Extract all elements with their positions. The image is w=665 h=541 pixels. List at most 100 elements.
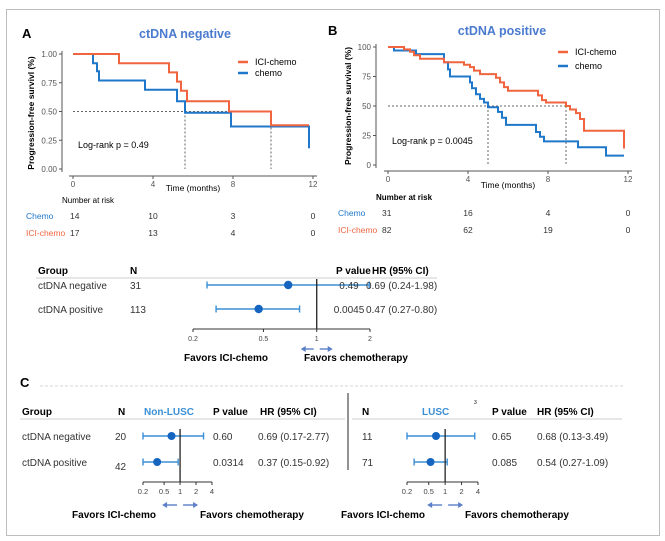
forest-b-xtick-label: 1 — [315, 336, 319, 343]
km-b-risk-label-ici-chemo: ICI-chemo — [338, 225, 377, 235]
km-a-logrank: Log-rank p = 0.49 — [78, 140, 149, 150]
km-a-risk-title: Number at risk — [62, 196, 115, 205]
km-b-title: ctDNA positive — [458, 24, 546, 38]
forest-b-header-n: N — [130, 266, 137, 277]
forest-c2-row-hr: 0.54 (0.27-1.09) — [537, 458, 608, 469]
forest-c2-superscript: 3 — [474, 400, 477, 406]
km-a-xlabel: Time (months) — [166, 183, 221, 193]
forest-b-row-hr: 0.47 (0.27-0.80) — [366, 305, 437, 316]
forest-c2-row-n: 71 — [362, 458, 374, 469]
forest-c2-row-hr: 0.68 (0.13-3.49) — [537, 432, 608, 443]
km-b-xtick-label: 4 — [466, 175, 471, 184]
forest-c2-row-point — [426, 458, 435, 466]
forest-b-row-group: ctDNA positive — [38, 305, 103, 316]
forest-c1-row-n: 20 — [115, 432, 127, 443]
panel-letter-a: A — [22, 26, 32, 41]
km-b-risk-label-chemo: Chemo — [338, 208, 366, 218]
forest-b-xtick-label: 0.5 — [259, 336, 269, 343]
forest-c1-row-hr: 0.69 (0.17-2.77) — [258, 432, 329, 443]
forest-c2-xtick-label: 4 — [476, 487, 480, 496]
forest-c2-row-point — [432, 432, 441, 440]
km-a-xtick-label: 12 — [309, 180, 318, 189]
km-a-ytick-label: 0.00 — [41, 165, 57, 174]
forest-c2-header-n: N — [362, 407, 369, 418]
km-a-legend: ICI-chemo chemo — [238, 57, 297, 78]
km-a-ytick-label: 0.25 — [41, 136, 57, 145]
legend-label-ici-chemo: ICI-chemo — [575, 47, 617, 57]
forest-b-xtick-label: 0.2 — [188, 336, 198, 343]
forest-b-arrow-left-head — [300, 346, 306, 352]
forest-c1-favors-left: Favors ICI-chemo — [72, 510, 156, 521]
legend-label-chemo: chemo — [255, 68, 282, 78]
forest-plot-overall: Group N P value HR (95% CI) ctDNA negati… — [36, 266, 437, 364]
forest-plot-non-lusc: Group N Non-LUSC P value HR (95% CI) ctD… — [20, 407, 345, 521]
forest-b-row-group: ctDNA negative — [38, 281, 107, 292]
km-b-risk-value: 82 — [382, 225, 392, 235]
km-plot-ctdna-positive: ctDNA positive Progression-free survival… — [338, 24, 633, 235]
km-b-xtick-label: 12 — [624, 175, 633, 184]
km-a-xtick-label: 0 — [71, 180, 76, 189]
forest-c1-header-hr: HR (95% CI) — [260, 407, 317, 418]
forest-b-row-p: 0.0045 — [334, 305, 365, 316]
km-a-risk-value: 4 — [231, 228, 236, 238]
km-b-risk-value: 19 — [543, 225, 553, 235]
km-b-ytick-label: 50 — [362, 102, 371, 111]
forest-c1-row-p: 0.60 — [213, 432, 233, 443]
km-b-risk-value: 4 — [546, 208, 551, 218]
forest-c1-xtick-label: 1 — [178, 487, 182, 496]
forest-c1-row-group: ctDNA positive — [22, 458, 87, 469]
forest-c1-header-group: Group — [22, 407, 52, 418]
panel-letter-b: B — [328, 23, 337, 38]
forest-c1-favors-right: Favors chemotherapy — [200, 510, 304, 521]
km-b-logrank: Log-rank p = 0.0045 — [392, 136, 473, 146]
forest-c1-row-p: 0.0314 — [213, 458, 244, 469]
forest-c1-header-p: P value — [213, 407, 248, 418]
km-a-risk-label-ici-chemo: ICI-chemo — [26, 228, 65, 238]
km-a-curve-ici-chemo — [73, 53, 309, 127]
forest-b-row-hr: 0.69 (0.24-1.98) — [366, 281, 437, 292]
km-b-risk-title: Number at risk — [376, 193, 433, 202]
km-a-xtick-label: 8 — [231, 180, 236, 189]
km-b-ytick-label: 0 — [367, 161, 372, 170]
panel-letter-c: C — [20, 375, 30, 390]
forest-c1-row-n: 42 — [115, 462, 127, 473]
km-b-xtick-label: 0 — [386, 175, 391, 184]
km-a-ytick-label: 0.50 — [41, 108, 57, 117]
km-a-ytick-label: 1.00 — [41, 50, 57, 59]
km-a-risk-value: 0 — [311, 228, 316, 238]
km-b-ytick-label: 100 — [358, 43, 372, 52]
forest-b-header-hr: HR (95% CI) — [372, 266, 429, 277]
km-a-title: ctDNA negative — [139, 27, 231, 41]
km-b-legend: ICI-chemo chemo — [558, 47, 617, 71]
forest-c2-favors-right: Favors chemotherapy — [465, 510, 569, 521]
km-a-risk-value: 0 — [311, 211, 316, 221]
forest-b-header-p: P value — [336, 266, 371, 277]
km-a-risk-value: 10 — [148, 211, 158, 221]
km-b-risk-value: 62 — [463, 225, 473, 235]
km-a-risk-label-chemo: Chemo — [26, 211, 54, 221]
forest-c2-title: LUSC — [422, 407, 449, 418]
forest-c2-xtick-label: 0.2 — [402, 487, 412, 496]
forest-c2-row-p: 0.65 — [492, 432, 512, 443]
forest-b-row-p: 0.49 — [339, 281, 359, 292]
forest-c1-xtick-label: 0.2 — [138, 487, 148, 496]
km-a-xtick-label: 4 — [151, 180, 156, 189]
forest-c2-arrow-right-head — [458, 502, 464, 508]
km-b-ylabel: Progression-free survival (%) — [343, 47, 353, 165]
forest-c1-arrow-right-head — [193, 502, 199, 508]
forest-b-row-n: 113 — [130, 305, 146, 316]
forest-c1-row-group: ctDNA negative — [22, 432, 91, 443]
forest-b-favors-right: Favors chemotherapy — [304, 353, 408, 364]
forest-c1-xtick-label: 2 — [194, 487, 198, 496]
km-a-risk-value: 17 — [70, 228, 80, 238]
km-a-risk-value: 13 — [148, 228, 158, 238]
km-a-curve-chemo — [73, 53, 310, 149]
forest-c2-xtick-label: 0.5 — [423, 487, 433, 496]
forest-b-row-point — [254, 304, 263, 314]
forest-c1-header-n: N — [118, 407, 125, 418]
km-b-curve-ici-chemo — [388, 46, 625, 149]
forest-c2-favors-left: Favors ICI-chemo — [341, 510, 425, 521]
forest-b-xtick-label: 2 — [368, 336, 372, 343]
forest-b-arrow-right-head — [327, 346, 333, 352]
